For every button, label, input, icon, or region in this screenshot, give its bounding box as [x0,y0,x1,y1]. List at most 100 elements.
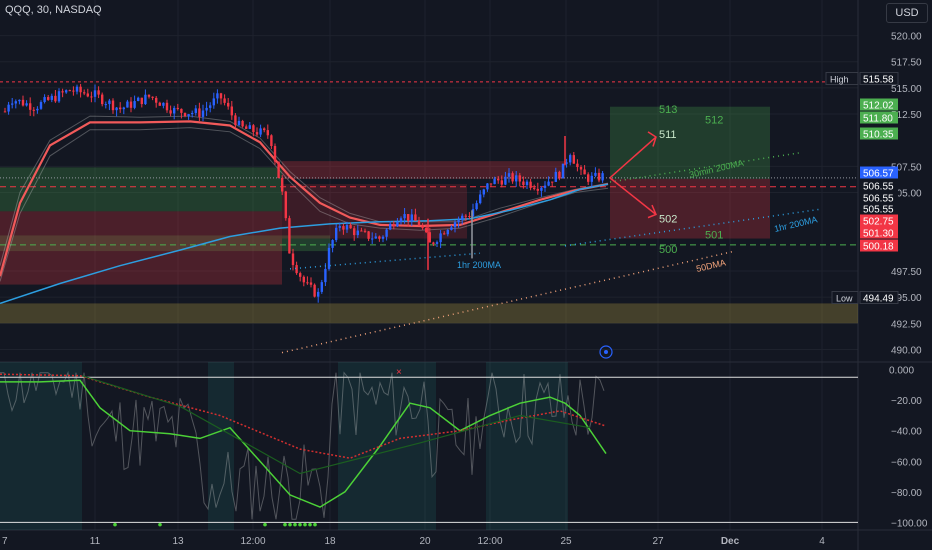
up-arrow-head [647,131,657,147]
price-badge-value: 512.02 [863,101,894,112]
ma-1hr-200-line-left [289,252,481,270]
scenario-label: 500 [659,244,677,256]
candle-body [313,284,316,297]
osc-shade-band [338,362,436,530]
candle-body [345,225,349,230]
time-tick-label: 13 [172,536,184,547]
down-arrow-head [647,204,657,219]
candle-body [281,177,284,192]
candle-body [457,219,460,223]
candle-body [252,125,255,133]
price-badge [860,98,898,111]
candle-body [241,120,244,127]
candle-body [75,86,79,92]
candle-body [522,181,525,186]
price-badge-tag [825,72,859,85]
candle-body [309,282,313,285]
candle-body [288,218,291,254]
time-tick-label: Dec [721,536,740,547]
price-badge-value: 505.55 [863,205,894,216]
symbol-title[interactable]: QQQ, 30, NASDAQ [5,4,102,16]
candle-body [342,226,345,230]
candle-body [453,222,457,228]
scenario-label: 502 [659,214,677,226]
candle-body [295,265,298,274]
price-badge [860,191,898,204]
candle-body [93,90,97,97]
candle-body [72,90,75,92]
zone-red-mid-low [282,184,467,239]
candle-body [57,91,61,102]
candle-body [601,173,604,181]
candle-body [255,132,259,135]
candle-body [237,120,241,126]
zone-pink-box [0,211,282,285]
candle-body [14,101,17,104]
time-axis[interactable]: 7 11 13 12:00 18 20 12:00 25 27 Dec 4 [2,536,825,547]
time-tick-label: 27 [652,536,664,547]
candle-body [385,229,388,237]
ma-line-label: 1hr 200MA [457,260,501,270]
zones-layer [0,106,858,324]
price-tick-label: 520.00 [891,32,922,43]
candle-body [587,174,590,182]
candle-body [284,191,287,219]
osc-tick-label: −60.00 [891,457,922,468]
candle-body [162,102,165,106]
candle-body [43,97,46,103]
currency-button[interactable]: USD [886,3,928,23]
moving-averages-layer [0,115,609,305]
price-badge-value: 506.55 [863,194,894,205]
candle-body [396,221,399,227]
candle-body [266,130,269,136]
candle-body [381,236,385,239]
candle-body [140,97,143,105]
osc-gray-line [0,370,605,520]
osc-signal-dot [293,522,297,527]
candle-body [378,236,381,239]
ma-blue-line [0,183,609,305]
price-badge [860,202,898,215]
price-tick-label: 515.00 [891,84,922,95]
candle-body [299,273,302,277]
osc-dark-green-line [81,375,591,475]
time-tick-label: 12:00 [240,536,265,547]
candle-body [554,171,557,182]
candle-body [144,94,147,105]
price-tick-label: 495.00 [891,293,922,304]
candle-body [259,128,262,135]
candle-body [201,110,205,117]
candle-body [25,103,28,106]
osc-tick-label: −100.00 [891,518,928,529]
candle-body [428,232,431,243]
osc-tick-label: −40.00 [891,427,922,438]
candle-body [407,214,410,222]
candle-body [173,107,176,114]
candle-body [331,240,334,248]
candle-body [86,93,89,97]
candle-body [320,282,323,292]
candle-body [270,135,273,147]
zone-green-strip [0,235,330,252]
candle-body [36,108,39,111]
price-badge-value: 510.35 [863,130,894,141]
candle-body [507,173,511,177]
candle-body [435,242,439,244]
levels-layer [0,81,858,246]
candle-body [475,203,478,210]
candle-body [104,104,107,106]
candle-body [500,180,503,185]
candle-body [425,227,428,233]
price-badge [859,72,899,85]
add-order-icon[interactable] [599,345,613,359]
candle-body [108,100,111,105]
price-axis[interactable]: 520.00 517.50 515.00 512.50 507.50 505.00 497.… [825,32,928,530]
candle-body [155,97,158,103]
candle-body [583,169,586,175]
candle-body [389,224,392,230]
price-badge-label: High [830,75,849,85]
time-tick-label: 18 [324,536,336,547]
candle-body [97,90,100,95]
candle-body [432,242,435,244]
